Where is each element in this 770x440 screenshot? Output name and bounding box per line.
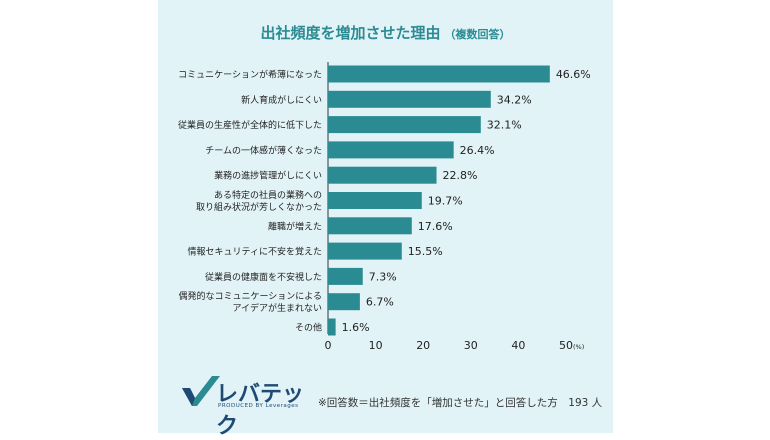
bar <box>328 192 422 209</box>
x-tick-label: 0 <box>325 339 332 352</box>
category-label: アイデアが生まれない <box>232 302 322 314</box>
category-label: 業務の進捗管理がしにくい <box>214 170 322 182</box>
category-label: ある特定の社員の業務への <box>214 189 322 201</box>
category-label: 取り組み状況が芳しくなかった <box>196 201 322 213</box>
bar <box>328 65 550 83</box>
category-label: 偶発的なコミュニケーションによる <box>178 290 322 302</box>
logo-tagline: PRODUCED BY Leverages <box>218 403 299 409</box>
bar-value-label: 19.7% <box>428 195 463 208</box>
bar <box>328 141 454 159</box>
x-tick-label: 30 <box>464 339 478 352</box>
category-label: 情報セキュリティに不安を覚えた <box>188 246 322 258</box>
check-mark-icon <box>182 376 220 406</box>
bar <box>328 217 412 235</box>
category-label: チームの一体感が薄くなった <box>205 144 322 156</box>
bar-value-label: 15.5% <box>408 245 443 258</box>
bar <box>328 242 402 260</box>
x-tick-label: 10 <box>369 339 383 352</box>
bar <box>328 293 360 311</box>
bar-value-label: 22.8% <box>443 169 478 182</box>
bar-value-label: 32.1% <box>487 119 522 132</box>
bar-value-label: 46.6% <box>556 68 591 81</box>
bar <box>328 318 336 336</box>
category-label: 新人育成がしにくい <box>241 94 322 106</box>
bar <box>328 116 481 134</box>
category-label: コミュニケーションが希薄になった <box>178 69 322 81</box>
x-axis-unit: (%) <box>573 343 584 351</box>
bar-value-label: 1.6% <box>342 321 370 334</box>
chart-subtitle: （複数回答） <box>444 28 511 41</box>
bar-value-label: 17.6% <box>418 220 453 233</box>
leverages-logo: レバテック PRODUCED BY Leverages <box>180 374 320 439</box>
category-label: その他 <box>295 322 322 334</box>
bar-value-label: 7.3% <box>369 270 397 283</box>
footer-note: ※回答数＝出社頻度を「増加させた」と回答した方 193 人 <box>318 397 603 409</box>
bar-value-label: 6.7% <box>366 296 394 309</box>
bar <box>328 267 363 285</box>
category-label: 離職が増えた <box>268 220 322 232</box>
x-tick-label: 40 <box>511 339 525 352</box>
bar-value-label: 34.2% <box>497 93 532 106</box>
x-tick-label: 50 <box>559 339 573 352</box>
chart-title-block: 出社頻度を増加させた理由 （複数回答） <box>158 22 613 43</box>
bar-value-label: 26.4% <box>460 144 495 157</box>
category-label: 従業員の生産性が全体的に低下した <box>178 119 322 131</box>
x-tick-label: 20 <box>416 339 430 352</box>
category-label: 従業員の健康面を不安視した <box>205 271 322 283</box>
bar <box>328 166 437 184</box>
chart-title: 出社頻度を増加させた理由 <box>260 24 441 42</box>
bar <box>328 90 491 108</box>
